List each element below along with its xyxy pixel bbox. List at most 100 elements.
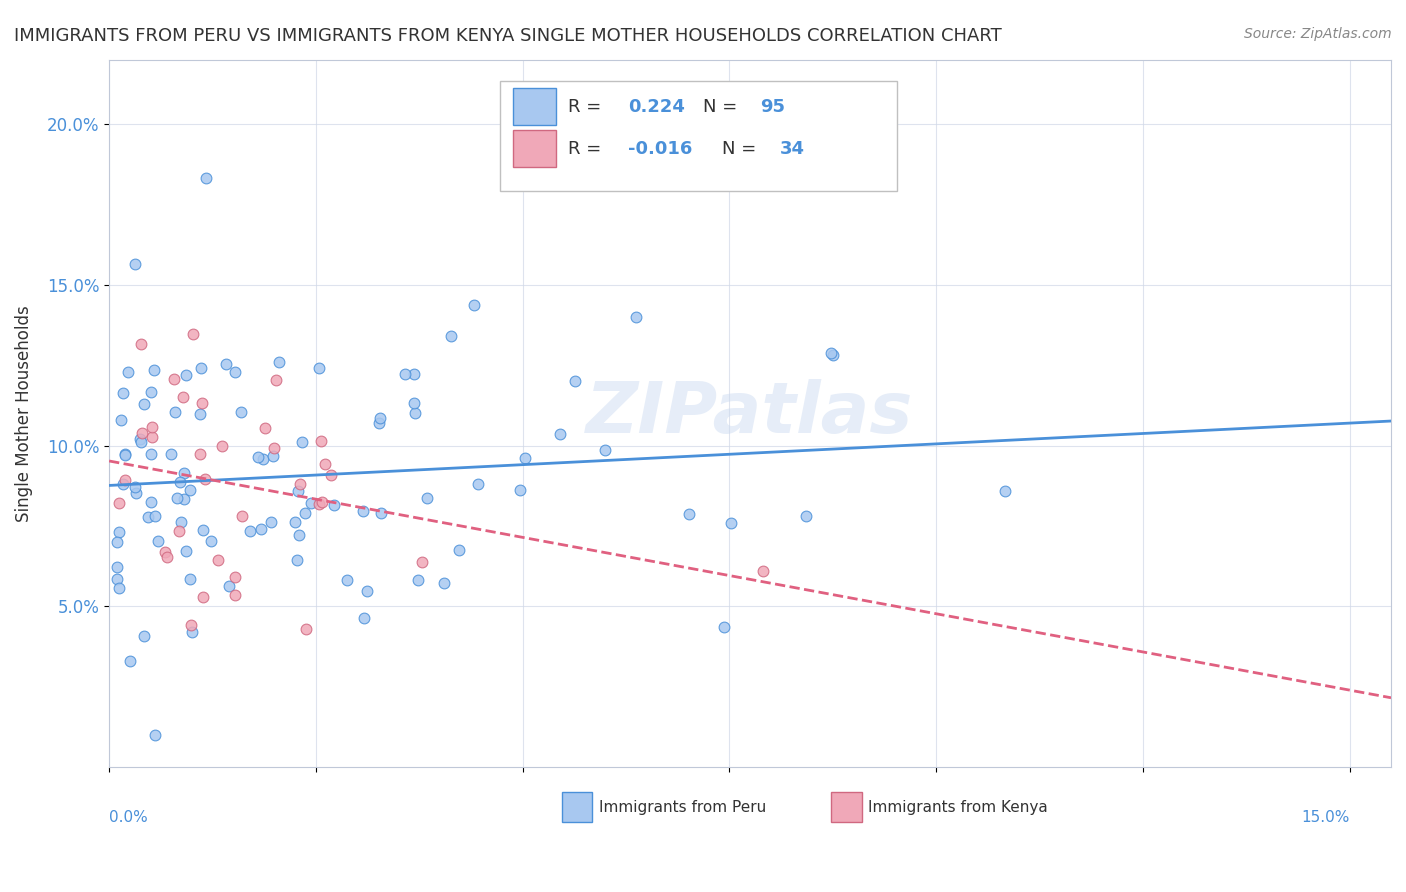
- Point: [224, 570, 246, 584]
- FancyBboxPatch shape: [513, 130, 557, 167]
- Point: [136, 510, 159, 524]
- Text: Source: ZipAtlas.com: Source: ZipAtlas.com: [1244, 27, 1392, 41]
- Point: [322, 498, 344, 512]
- Point: [291, 434, 314, 449]
- Point: [105, 573, 128, 587]
- Point: [173, 467, 195, 481]
- Point: [125, 486, 148, 500]
- Text: R =: R =: [568, 98, 607, 116]
- Point: [550, 427, 572, 442]
- Point: [111, 385, 134, 400]
- Point: [309, 434, 332, 449]
- Point: [134, 397, 156, 411]
- Point: [114, 473, 136, 487]
- Point: [823, 348, 845, 362]
- Point: [179, 572, 201, 586]
- Point: [211, 439, 233, 453]
- Point: [110, 413, 132, 427]
- Point: [207, 553, 229, 567]
- Point: [595, 442, 617, 457]
- Point: [139, 385, 162, 400]
- Point: [124, 480, 146, 494]
- Point: [105, 534, 128, 549]
- Point: [404, 367, 426, 381]
- Point: [713, 620, 735, 634]
- Point: [143, 728, 166, 742]
- FancyBboxPatch shape: [831, 792, 862, 822]
- Text: IMMIGRANTS FROM PERU VS IMMIGRANTS FROM KENYA SINGLE MOTHER HOUSEHOLDS CORRELATI: IMMIGRANTS FROM PERU VS IMMIGRANTS FROM …: [14, 27, 1002, 45]
- Point: [820, 345, 842, 359]
- Point: [191, 590, 214, 604]
- Text: 0.224: 0.224: [628, 98, 685, 116]
- Point: [368, 410, 391, 425]
- Point: [440, 328, 463, 343]
- Point: [114, 447, 136, 461]
- Point: [166, 491, 188, 505]
- Point: [176, 544, 198, 558]
- Point: [394, 367, 416, 381]
- Point: [287, 483, 309, 498]
- Point: [181, 625, 204, 640]
- Text: Immigrants from Peru: Immigrants from Peru: [599, 800, 766, 815]
- Point: [250, 522, 273, 536]
- Point: [174, 368, 197, 383]
- Point: [994, 484, 1017, 499]
- Point: [173, 492, 195, 507]
- Text: R =: R =: [568, 140, 607, 159]
- Point: [239, 524, 262, 538]
- Point: [129, 432, 152, 446]
- Text: N =: N =: [721, 140, 762, 159]
- Point: [416, 491, 439, 505]
- Point: [370, 506, 392, 520]
- Point: [231, 404, 253, 418]
- Point: [794, 509, 817, 524]
- Point: [720, 516, 742, 530]
- Point: [254, 421, 277, 435]
- Point: [195, 171, 218, 186]
- Point: [172, 390, 194, 404]
- Text: 0.0%: 0.0%: [110, 810, 148, 825]
- Point: [678, 507, 700, 521]
- Point: [169, 515, 191, 529]
- Point: [117, 365, 139, 379]
- Point: [141, 430, 163, 444]
- Point: [193, 523, 215, 537]
- Point: [402, 395, 425, 409]
- Point: [134, 629, 156, 643]
- Point: [120, 654, 142, 668]
- Point: [447, 543, 470, 558]
- Point: [463, 297, 485, 311]
- Point: [404, 406, 426, 420]
- Point: [167, 524, 190, 538]
- Text: Immigrants from Kenya: Immigrants from Kenya: [868, 800, 1047, 815]
- Point: [287, 553, 309, 567]
- Point: [180, 618, 202, 632]
- Point: [194, 472, 217, 486]
- Point: [141, 495, 163, 509]
- Point: [141, 420, 163, 434]
- Point: [433, 576, 456, 591]
- Point: [111, 477, 134, 491]
- Point: [252, 452, 274, 467]
- Point: [626, 310, 648, 324]
- Point: [218, 579, 240, 593]
- Point: [160, 447, 183, 461]
- Point: [181, 326, 204, 341]
- Point: [215, 357, 238, 371]
- Point: [751, 564, 773, 578]
- Text: -0.016: -0.016: [628, 140, 693, 159]
- Point: [263, 441, 285, 455]
- Point: [269, 355, 291, 369]
- Point: [190, 360, 212, 375]
- Point: [200, 534, 222, 549]
- Point: [299, 496, 322, 510]
- Point: [224, 588, 246, 602]
- Point: [294, 506, 316, 520]
- Point: [308, 497, 330, 511]
- Point: [311, 495, 333, 509]
- Point: [107, 581, 129, 595]
- Point: [188, 447, 211, 461]
- Point: [124, 257, 146, 271]
- Point: [353, 611, 375, 625]
- Text: 34: 34: [779, 140, 804, 159]
